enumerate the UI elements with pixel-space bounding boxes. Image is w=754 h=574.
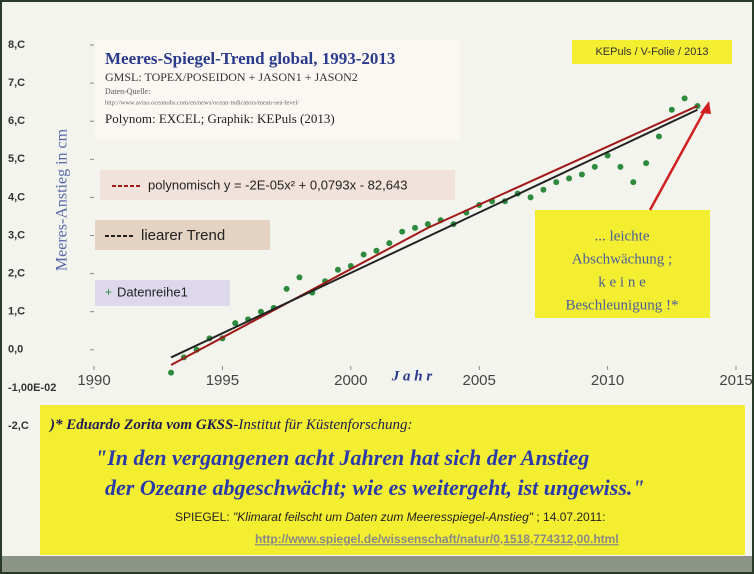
legend-swatch: + [105, 285, 112, 299]
annotation-line: Abschwächung ; [572, 251, 672, 267]
annotation-box [535, 210, 710, 318]
x-tick-label: 1995 [206, 372, 239, 389]
legend-box [95, 280, 230, 306]
annotation-line: Beschleunigung !* [566, 297, 679, 313]
source-date: ; 14.07.2011: [533, 510, 606, 524]
data-point [655, 133, 662, 140]
data-point [591, 163, 598, 170]
annotation-line: ... leichte [595, 228, 650, 244]
footer-band [2, 556, 752, 572]
badge-box [572, 40, 732, 64]
data-point [373, 247, 380, 254]
x-tick-label: 2010 [591, 372, 624, 389]
chart-title: Meeres-Spiegel-Trend global, 1993-2013 [105, 49, 395, 68]
y-tick-label: 8,C [8, 39, 25, 51]
data-point [399, 228, 406, 235]
badge: KEPuls / V-Folie / 2013 [595, 46, 708, 58]
title-box [95, 40, 460, 140]
data-point [527, 194, 534, 201]
data-point [553, 179, 560, 186]
x-tick-label: 2000 [334, 372, 367, 389]
y-tick-label: 6,C [8, 115, 25, 127]
y-tick-label: -1,00E-02 [8, 382, 56, 394]
y-tick-label: 4,C [8, 191, 25, 203]
data-point [296, 274, 303, 281]
data-point [540, 186, 547, 193]
data-point [643, 160, 650, 167]
arrow [648, 107, 708, 211]
data-point [424, 221, 431, 228]
y-tick-label: 2,C [8, 268, 25, 280]
source-label: Daten-Quelle: [105, 87, 150, 96]
quote-marker: )* [48, 417, 66, 433]
trend-line [170, 105, 698, 366]
y-tick-label: 3,C [8, 229, 25, 241]
source-title: "Klimarat feilscht um Daten zum Meeressp… [233, 510, 534, 524]
arrow-head [700, 101, 711, 114]
quote-box [40, 405, 745, 555]
data-point [604, 152, 611, 159]
data-point [334, 266, 341, 273]
subtitle: GMSL: TOPEX/POSEIDON + JASON1 + JASON2 [105, 70, 358, 84]
data-point [578, 171, 585, 178]
credits: Polynom: EXCEL; Graphik: KEPuls (2013) [105, 111, 335, 126]
data-point [386, 240, 393, 247]
trend-line [170, 108, 698, 359]
legend-box [100, 170, 455, 200]
y-tick-label: 0,0 [8, 344, 23, 356]
source-url: http://www.aviso.oceanobs.com/en/news/oc… [105, 99, 299, 106]
data-point [168, 369, 175, 376]
y-tick-label: -2,C [8, 420, 29, 432]
quote-url: http://www.spiegel.de/wissenschaft/natur… [255, 532, 619, 546]
quote-author: Eduardo Zorita vom GKSS [65, 417, 233, 433]
quote-source: SPIEGEL: "Klimarat feilscht um Daten zum… [175, 510, 606, 524]
x-tick-label: 2015 [719, 372, 752, 389]
quote-heading: )* Eduardo Zorita vom GKSS-Institut für … [48, 417, 413, 433]
quote-line: "In den vergangenen acht Jahren hat sich… [95, 445, 589, 470]
x-axis-label: J a h r [391, 368, 433, 384]
y-tick-label: 1,C [8, 306, 25, 318]
data-point [681, 95, 688, 102]
legend-label: Datenreihe1 [117, 284, 188, 299]
data-point [257, 308, 264, 315]
quote-institute: -Institut für Küstenforschung: [233, 417, 412, 433]
legend-label: liearer Trend [141, 227, 225, 244]
legend-label: polynomisch y = -2E-05x² + 0,0793x - 82,… [148, 177, 407, 192]
x-tick-label: 1990 [77, 372, 110, 389]
y-axis-label: Meeres-Anstieg in cm [54, 128, 71, 271]
data-point [360, 251, 367, 258]
data-point [232, 320, 239, 327]
data-point [617, 163, 624, 170]
y-tick-label: 5,C [8, 153, 25, 165]
data-point [566, 175, 573, 182]
data-point [630, 179, 637, 186]
quote-line: der Ozeane abgeschwächt; wie es weiterge… [105, 475, 645, 500]
data-point [412, 224, 418, 231]
annotation-line: k e i n e [598, 274, 646, 290]
x-tick-label: 2005 [463, 372, 496, 389]
data-point [283, 285, 290, 292]
y-tick-label: 7,C [8, 77, 25, 89]
source-prefix: SPIEGEL: [175, 510, 233, 524]
data-point [668, 106, 675, 113]
